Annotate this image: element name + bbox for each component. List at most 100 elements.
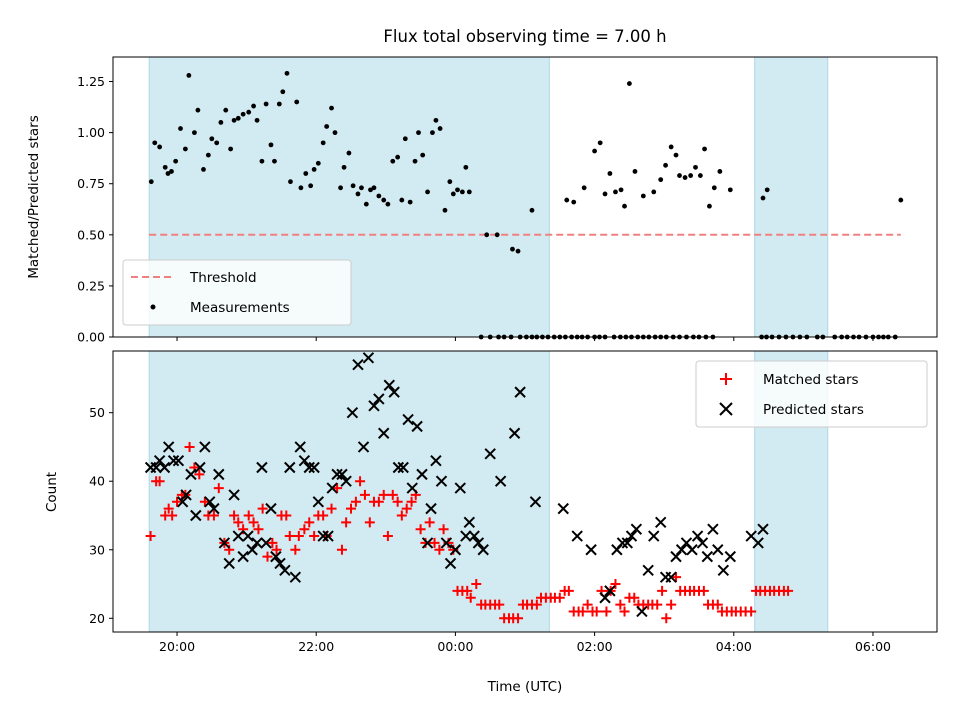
matched-star-marker	[746, 606, 757, 617]
measurement-point	[259, 158, 265, 164]
matched-star-marker	[415, 524, 426, 535]
legend-predicted-swatch	[719, 402, 733, 416]
measurement-point	[688, 173, 694, 178]
measurement-point	[195, 107, 201, 113]
bottom-legend: Matched stars Predicted stars	[695, 360, 928, 428]
predicted-star-marker	[256, 461, 268, 474]
predicted-star-marker	[242, 530, 254, 542]
predicted-star-marker	[194, 461, 206, 474]
matched-star-marker	[619, 606, 630, 617]
top-panel: 0.00 0.25 0.50 0.75 1.00 1.25 Matched/Predict…	[26, 56, 938, 345]
predicted-star-marker	[284, 461, 296, 474]
predicted-star-marker	[289, 571, 302, 583]
matched-star-marker	[293, 531, 304, 542]
measurement-point	[368, 187, 373, 193]
measurement-point	[371, 185, 377, 191]
predicted-star-marker	[303, 461, 315, 474]
predicted-star-marker	[454, 482, 466, 494]
matched-star-marker	[577, 606, 588, 617]
top-legend: Threshold Measurements	[122, 259, 352, 326]
measurement-point	[359, 185, 364, 191]
predicted-stars-points	[144, 352, 769, 618]
measurement-point	[466, 189, 472, 195]
measurement-point	[447, 179, 453, 185]
top-y-tick-label-3: 0.75	[77, 176, 105, 191]
matched-star-marker	[471, 579, 482, 590]
predicted-star-marker	[228, 489, 240, 501]
predicted-star-marker	[686, 544, 698, 556]
matched-star-marker	[271, 544, 282, 555]
matched-star-marker	[336, 544, 347, 555]
predicted-star-marker	[180, 489, 192, 501]
top-y-tick-label-1: 0.25	[77, 278, 105, 293]
measurement-point	[346, 150, 352, 156]
top-frame	[112, 56, 938, 338]
measurement-point	[622, 203, 627, 209]
measurement-point	[764, 187, 770, 193]
measurement-point	[311, 167, 317, 172]
predicted-star-marker	[757, 523, 769, 535]
matched-star-marker	[657, 585, 668, 596]
measurement-point	[284, 70, 290, 76]
matched-star-marker	[373, 496, 384, 507]
measurement-point	[640, 193, 646, 199]
measurement-point	[425, 189, 430, 195]
predicted-star-marker	[655, 516, 667, 529]
measurement-point	[251, 103, 256, 109]
predicted-star-marker	[440, 537, 453, 549]
matched-star-marker	[163, 503, 174, 514]
matched-star-marker	[465, 592, 476, 603]
bottom-x-tick-label-0: 20:00	[159, 639, 195, 654]
measurement-point	[332, 130, 338, 136]
measurement-point	[240, 111, 246, 117]
predicted-star-marker	[460, 530, 472, 542]
predicted-star-marker	[336, 468, 348, 481]
top-y-tick-label-2: 0.50	[77, 227, 105, 242]
predicted-star-marker	[218, 537, 231, 549]
predicted-star-marker	[172, 454, 185, 467]
matched-star-marker	[378, 489, 389, 500]
predicted-star-marker	[468, 530, 480, 542]
measurement-point	[201, 167, 206, 172]
top-legend-box	[122, 259, 352, 326]
top-axes: 0.00 0.25 0.50 0.75 1.00 1.25	[77, 56, 938, 345]
bottom-y-axis-label: Count	[44, 472, 60, 512]
predicted-star-marker	[472, 537, 485, 549]
measurement-point	[315, 160, 321, 166]
bottom-legend-box	[695, 360, 928, 428]
measurement-point	[760, 195, 766, 201]
predicted-star-marker	[362, 352, 375, 364]
predicted-star-marker	[571, 530, 583, 542]
matched-star-marker	[326, 503, 337, 514]
matched-star-marker	[167, 510, 178, 521]
predicted-star-marker	[352, 358, 364, 371]
matched-star-marker	[610, 579, 621, 590]
measurement-point	[632, 169, 638, 174]
measurement-point	[355, 191, 361, 197]
measurement-point	[165, 171, 171, 176]
measurement-point	[673, 152, 679, 158]
predicted-star-marker	[402, 413, 414, 426]
matched-star-marker	[783, 585, 794, 596]
matched-star-marker	[601, 606, 612, 617]
matched-star-marker	[243, 510, 254, 521]
bottom-axes: 20:00 22:00 00:00 02:00 04:00 06:00 20 30 40 50	[89, 350, 938, 654]
measurement-point	[363, 201, 369, 207]
measurement-point	[381, 197, 387, 203]
predicted-star-marker	[265, 502, 277, 515]
measurement-point	[338, 185, 343, 191]
predicted-star-marker	[691, 530, 704, 542]
bottom-panel: 20:00 22:00 00:00 02:00 04:00 06:00 20 30 40 50 C…	[44, 350, 938, 695]
matched-star-marker	[406, 496, 417, 507]
matched-star-marker	[304, 517, 315, 528]
matched-star-marker	[513, 613, 524, 624]
bottom-x-tick-label-4: 04:00	[716, 639, 752, 654]
predicted-star-marker	[317, 530, 329, 542]
predicted-star-marker	[630, 523, 643, 535]
measurement-point	[173, 158, 179, 164]
measurement-point	[529, 207, 535, 213]
measurement-point	[182, 146, 188, 152]
predicted-star-marker	[514, 386, 526, 398]
measurement-point	[228, 146, 234, 152]
measurement-point	[420, 152, 426, 158]
